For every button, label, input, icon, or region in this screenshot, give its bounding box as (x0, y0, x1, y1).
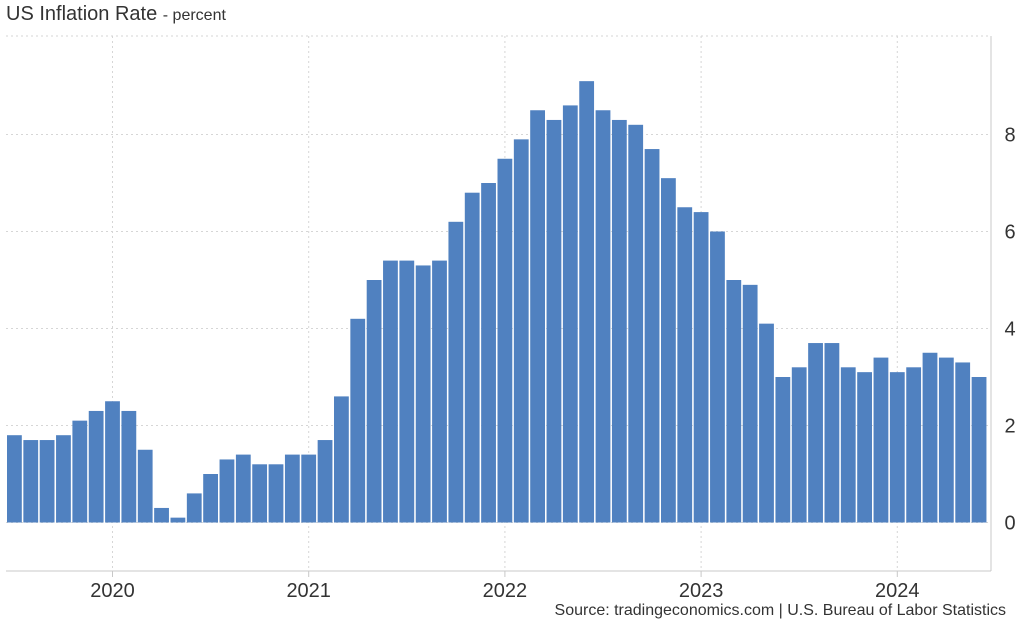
bar-2020-09 (235, 454, 251, 523)
bars (7, 81, 987, 523)
chart-subtitle: - percent (162, 7, 226, 24)
bar-2021-03 (334, 396, 349, 523)
bar-2024-03 (922, 352, 938, 523)
bar-2020-02 (121, 410, 137, 523)
axes: 0 2 4 6 8 2020 2021 2022 2023 2024 (6, 36, 1016, 602)
bar-2024-04 (938, 357, 954, 523)
bar-2024-02 (906, 367, 922, 523)
bar-2019-10 (56, 435, 71, 523)
chart-title: US Inflation Rate - percent (6, 3, 226, 26)
x-tick-label: 2023 (679, 580, 724, 602)
bar-2020-08 (219, 459, 235, 523)
y-tick-label: 0 (1004, 513, 1015, 535)
bar-2023-09 (824, 343, 840, 523)
bar-2022-01 (497, 158, 513, 523)
bar-2022-02 (513, 139, 529, 523)
bar-2023-01 (693, 212, 709, 523)
bar-2020-06 (186, 493, 202, 523)
bar-2021-11 (464, 192, 480, 523)
y-tick-label: 4 (1004, 319, 1015, 341)
bar-2021-02 (317, 440, 333, 523)
bar-2024-05 (955, 362, 971, 523)
bar-2021-12 (481, 183, 496, 523)
bar-2021-07 (399, 260, 415, 523)
bar-2022-04 (546, 119, 562, 523)
bar-2024-01 (889, 372, 905, 523)
bar-2023-11 (857, 372, 872, 523)
bar-2021-10 (448, 221, 464, 523)
bar-2021-09 (432, 260, 447, 523)
bar-2019-07 (7, 435, 22, 523)
bar-2019-12 (88, 410, 104, 523)
bar-2022-12 (677, 207, 693, 523)
bar-2019-09 (39, 440, 55, 523)
bar-2020-04 (154, 507, 169, 523)
bar-2019-11 (72, 420, 88, 523)
bar-2020-01 (105, 401, 120, 523)
bar-2020-11 (268, 464, 284, 523)
x-tick-label: 2020 (90, 580, 135, 602)
bar-2023-12 (873, 357, 889, 523)
bar-2023-04 (742, 284, 758, 523)
y-tick-label: 6 (1004, 222, 1015, 244)
bar-2021-08 (415, 265, 431, 523)
bar-2023-07 (791, 367, 807, 523)
bar-2020-10 (252, 464, 268, 523)
y-tick-label: 8 (1004, 125, 1015, 147)
bar-2022-05 (562, 105, 578, 523)
bar-2023-06 (775, 377, 791, 523)
x-tick-label: 2022 (483, 580, 528, 602)
bar-2022-10 (644, 149, 660, 523)
bar-2022-06 (579, 81, 595, 523)
bar-2024-06 (971, 377, 987, 523)
chart-title-text: US Inflation Rate (6, 3, 158, 25)
bar-2019-08 (23, 440, 39, 523)
bar-2020-07 (203, 474, 218, 523)
bar-2023-05 (759, 323, 774, 523)
bar-2020-12 (284, 454, 300, 523)
bar-2023-08 (808, 343, 823, 523)
x-tick-label: 2021 (286, 580, 331, 602)
bar-2023-10 (840, 367, 856, 523)
bar-2021-06 (383, 260, 398, 523)
bar-2022-07 (595, 110, 611, 523)
y-tick-label: 2 (1004, 416, 1015, 438)
x-tick-label: 2024 (875, 580, 920, 602)
bar-2021-05 (366, 280, 382, 523)
bar-2021-01 (301, 454, 317, 523)
bar-2020-03 (137, 449, 153, 523)
bar-2021-04 (350, 318, 366, 523)
bar-2022-03 (530, 110, 545, 523)
bar-2022-08 (611, 119, 627, 523)
bar-2020-05 (170, 517, 186, 523)
bar-2023-03 (726, 280, 742, 523)
bar-2022-11 (661, 178, 676, 523)
bar-2022-09 (628, 124, 644, 523)
bar-2023-02 (710, 231, 725, 523)
source-note: Source: tradingeconomics.com | U.S. Bure… (554, 602, 1006, 619)
